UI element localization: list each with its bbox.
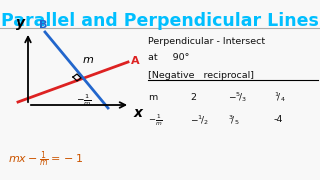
- Text: m: m: [83, 55, 93, 65]
- Text: $^3\!/_5$: $^3\!/_5$: [228, 113, 239, 127]
- Text: $-\frac{1}{m}$: $-\frac{1}{m}$: [148, 112, 163, 127]
- Text: $-\frac{1}{m}$: $-\frac{1}{m}$: [76, 92, 92, 108]
- Text: -4: -4: [274, 116, 284, 125]
- Text: A: A: [131, 56, 140, 66]
- Text: $-^1\!/_2$: $-^1\!/_2$: [190, 113, 209, 127]
- Text: m: m: [148, 93, 157, 102]
- Text: $-^5\!/_3$: $-^5\!/_3$: [228, 90, 247, 104]
- Text: Perpendicular - Intersect: Perpendicular - Intersect: [148, 37, 265, 46]
- Text: 2: 2: [190, 93, 196, 102]
- Text: Parallel and Perpendicular Lines: Parallel and Perpendicular Lines: [1, 12, 319, 30]
- Text: y: y: [15, 16, 25, 30]
- Text: $^1\!/_4$: $^1\!/_4$: [274, 90, 286, 104]
- Text: x: x: [134, 106, 143, 120]
- Text: $mx-\frac{1}{m}=-1$: $mx-\frac{1}{m}=-1$: [8, 150, 83, 170]
- Text: [Negative   reciprocal]: [Negative reciprocal]: [148, 71, 254, 80]
- Text: B: B: [39, 20, 47, 30]
- Text: at     90°: at 90°: [148, 53, 189, 62]
